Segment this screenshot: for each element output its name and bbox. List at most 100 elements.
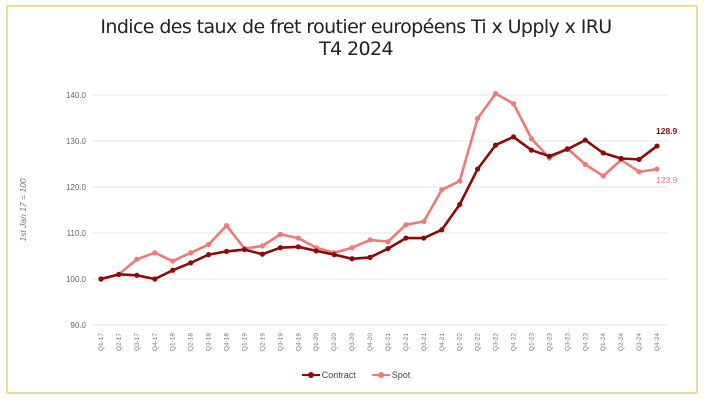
x-tick-label: Q2-22 (475, 333, 482, 351)
data-point (116, 271, 122, 277)
data-point (421, 218, 427, 225)
data-point (528, 136, 535, 142)
x-tick-label: Q1-19 (241, 333, 248, 351)
legend-label: Spot (391, 370, 411, 380)
data-point (654, 166, 660, 172)
data-point (259, 243, 266, 249)
x-tick-label: Q2-24 (618, 333, 625, 351)
y-axis-ticks: 90.0 100.0 110.0 120.0 130.0 140.0 (66, 91, 87, 330)
data-point (564, 146, 570, 152)
data-point (367, 254, 373, 260)
x-tick-label: Q4-18 (224, 333, 231, 351)
x-tick-label: Q3-19 (277, 333, 284, 351)
chart-subtitle: T4 2024 (319, 38, 393, 60)
x-tick-label: Q4-23 (582, 333, 589, 351)
data-point (510, 101, 517, 107)
data-point (492, 142, 499, 148)
series-contract (98, 134, 660, 282)
data-point (170, 258, 176, 264)
data-point (403, 235, 409, 241)
x-tick-label: Q1-18 (170, 333, 177, 351)
data-point (313, 248, 319, 254)
data-point (618, 155, 624, 162)
legend-item-spot: Spot (371, 370, 411, 380)
y-tick-label: 140.0 (66, 91, 87, 100)
chart-title: Indice des taux de fret routier européen… (100, 16, 612, 38)
x-tick-label: Q3-21 (421, 333, 428, 351)
data-point (439, 187, 445, 193)
y-tick-label: 120.0 (66, 183, 87, 192)
data-point (528, 147, 535, 153)
data-point (439, 227, 445, 233)
data-point (152, 276, 158, 282)
legend: Contract Spot (0, 370, 712, 380)
data-point (134, 256, 140, 262)
x-tick-label: Q2-17 (116, 333, 123, 351)
data-point (600, 173, 606, 179)
data-point (582, 137, 588, 143)
x-tick-label: Q1-24 (600, 333, 607, 351)
data-point (636, 169, 642, 175)
x-tick-label: Q4-19 (295, 333, 302, 351)
end-value-label-spot: 123.9 (656, 175, 678, 185)
y-tick-label: 130.0 (66, 137, 87, 146)
data-point (223, 223, 230, 229)
data-point (277, 231, 283, 237)
series-lines (98, 91, 660, 282)
y-tick-label: 100.0 (66, 275, 87, 284)
gridlines (92, 94, 668, 326)
legend-item-contract: Contract (301, 370, 356, 380)
x-tick-label: Q1-17 (98, 333, 105, 351)
x-tick-label: Q2-21 (403, 333, 410, 351)
data-point (600, 150, 606, 156)
data-point (223, 248, 230, 254)
end-value-label-contract: 128.9 (656, 126, 678, 136)
series-line (100, 135, 658, 281)
x-tick-label: Q1-21 (385, 333, 392, 351)
data-point (636, 156, 642, 162)
x-tick-label: Q4-20 (367, 333, 374, 351)
data-point (385, 239, 391, 245)
x-tick-label: Q2-18 (188, 333, 195, 351)
legend-marker-icon (301, 372, 320, 378)
data-point (654, 143, 660, 149)
x-tick-label: Q1-23 (528, 333, 535, 351)
data-point (188, 260, 194, 266)
data-point (331, 252, 337, 258)
data-point (134, 272, 140, 278)
data-point (188, 250, 194, 256)
data-point (367, 237, 373, 243)
x-tick-label: Q4-21 (439, 333, 446, 351)
data-point (206, 241, 212, 248)
chart-frame (6, 5, 698, 394)
series-line (100, 92, 658, 281)
x-tick-label: Q1-20 (313, 333, 320, 351)
legend-marker-icon (371, 372, 390, 378)
data-point (510, 134, 517, 140)
data-point (475, 166, 481, 172)
x-tick-label: Q4-24 (654, 333, 661, 351)
x-axis-ticks: Q1-17 Q2-17 Q3-17 Q4-17 Q1-18 Q2-18 Q3-18 Q4-18… (98, 333, 661, 351)
x-tick-label: Q4-22 (511, 333, 518, 351)
y-tick-label: 110.0 (67, 229, 87, 238)
x-tick-label: Q3-23 (564, 333, 571, 351)
x-tick-label: Q3-18 (206, 333, 213, 351)
data-point (152, 250, 158, 256)
data-point (492, 91, 499, 97)
data-point (349, 245, 355, 251)
end-labels: 128.9 123.9 (656, 126, 678, 185)
x-tick-label: Q2-23 (546, 333, 553, 351)
data-point (582, 161, 588, 168)
data-point (206, 252, 212, 258)
x-tick-label: Q4-17 (152, 333, 159, 351)
data-point (403, 222, 409, 228)
x-tick-label: Q2-19 (259, 333, 266, 351)
data-point (475, 115, 481, 122)
data-point (277, 245, 283, 251)
x-tick-label: Q3-24 (636, 333, 643, 351)
chart-title-block: Indice des taux de fret routier européen… (0, 16, 712, 60)
data-point (349, 256, 355, 262)
data-point (259, 251, 266, 257)
y-tick-label: 90.0 (70, 321, 86, 330)
